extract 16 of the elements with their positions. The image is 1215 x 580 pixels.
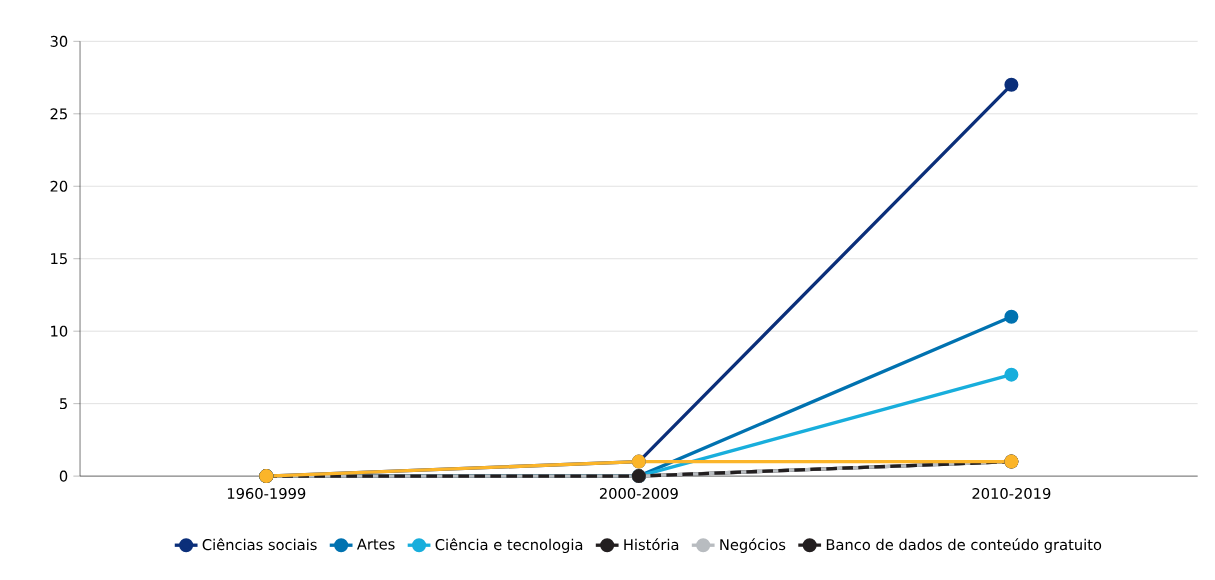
y-tick-label: 15 (51, 253, 67, 265)
legend-label: Ciência e tecnologia (435, 538, 583, 553)
y-tick-label: 5 (60, 398, 67, 410)
legend-label: Ciências sociais (202, 538, 317, 551)
x-tick-label: 2000-2009 (599, 487, 678, 499)
y-tick-label: 0 (59, 470, 68, 482)
y-tick-label: 20 (50, 180, 68, 192)
legend-label: Negócios (720, 538, 786, 553)
x-tick-label: 1960-1999 (227, 487, 306, 499)
x-tick-label: 2010-2019 (972, 487, 1051, 499)
legend-label: História (624, 538, 679, 551)
y-tick-label: 10 (51, 325, 68, 337)
legend-label: Banco de dados de conteúdo gratuito (826, 538, 1102, 553)
y-tick-label: 25 (50, 108, 67, 120)
y-tick-label: 30 (50, 35, 68, 47)
legend-label: Artes (356, 538, 395, 550)
